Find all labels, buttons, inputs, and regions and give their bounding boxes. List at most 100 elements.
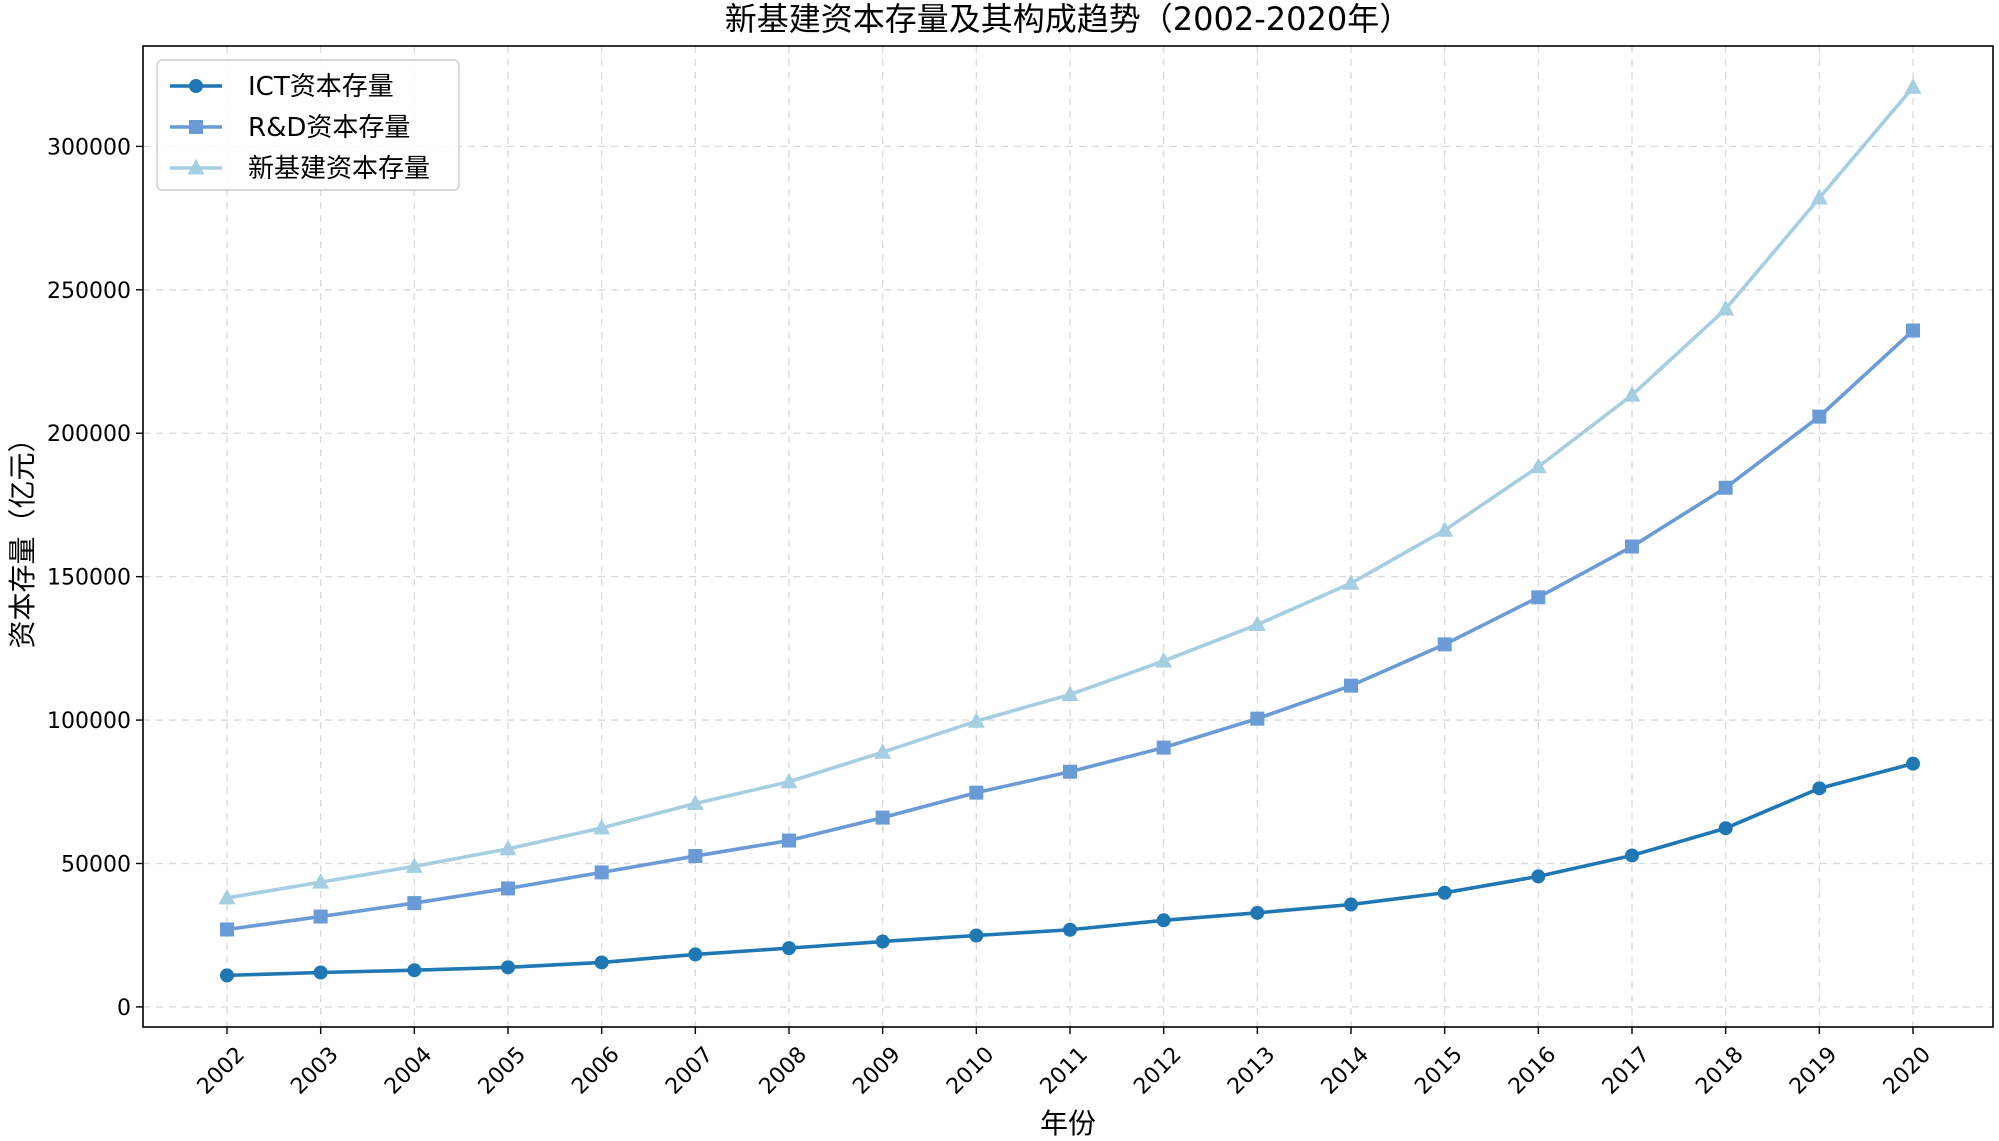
plot-frame bbox=[142, 45, 1994, 1028]
data-point bbox=[969, 785, 984, 800]
data-point bbox=[594, 865, 609, 880]
data-point bbox=[405, 857, 423, 873]
data-point bbox=[407, 963, 422, 978]
data-point bbox=[1531, 590, 1546, 605]
series-layer bbox=[218, 78, 1922, 983]
legend-marker bbox=[189, 79, 203, 93]
grid bbox=[143, 46, 1993, 1027]
data-point bbox=[501, 960, 515, 975]
x-tick-label: 2015 bbox=[1410, 1042, 1467, 1099]
data-point bbox=[499, 839, 517, 856]
x-tick-label: 2008 bbox=[755, 1042, 812, 1099]
legend-frame bbox=[156, 59, 460, 191]
data-point bbox=[686, 794, 704, 811]
series-group bbox=[220, 756, 1920, 983]
x-tick-label: 2014 bbox=[1317, 1042, 1374, 1099]
axes: 0 50000 100000 150000 200000 250000 300000 2002… bbox=[47, 135, 1936, 1099]
x-tick-label: 2009 bbox=[848, 1042, 905, 1099]
x-tick-label: 2017 bbox=[1598, 1042, 1655, 1099]
data-point bbox=[1156, 913, 1171, 928]
legend-marker bbox=[189, 120, 203, 134]
x-tick-label: 2016 bbox=[1504, 1042, 1561, 1099]
data-point bbox=[780, 772, 798, 789]
data-point bbox=[967, 712, 985, 728]
legend-marker bbox=[187, 159, 205, 175]
data-point bbox=[688, 947, 703, 962]
data-point bbox=[1061, 685, 1079, 702]
x-tick-label: 2011 bbox=[1036, 1042, 1093, 1099]
x-tick-label: 2006 bbox=[567, 1042, 624, 1099]
data-point bbox=[1906, 323, 1920, 338]
x-tick-label: 2010 bbox=[942, 1042, 999, 1099]
data-point bbox=[1250, 905, 1265, 920]
data-point bbox=[407, 896, 422, 911]
data-point bbox=[1810, 189, 1828, 205]
y-axis-title: 资本存量（亿元） bbox=[6, 424, 39, 648]
data-point bbox=[1529, 457, 1547, 474]
y-tick-label: 0 bbox=[117, 996, 131, 1021]
y-tick-label: 50000 bbox=[61, 853, 131, 878]
x-axis-title: 年份 bbox=[1040, 1107, 1096, 1140]
data-point bbox=[1718, 480, 1733, 495]
series-group bbox=[218, 78, 1922, 905]
data-point bbox=[1344, 678, 1358, 693]
y-tick-label: 150000 bbox=[47, 566, 131, 591]
data-point bbox=[1812, 409, 1827, 424]
data-point bbox=[1717, 300, 1735, 316]
x-tick-label: 2018 bbox=[1691, 1042, 1748, 1099]
data-point bbox=[220, 922, 234, 937]
data-point bbox=[1344, 897, 1358, 912]
data-point bbox=[313, 965, 328, 980]
data-point bbox=[688, 849, 703, 864]
data-point bbox=[1063, 764, 1077, 779]
data-point bbox=[874, 743, 892, 759]
x-tick-label: 2019 bbox=[1785, 1042, 1842, 1099]
data-point bbox=[875, 934, 890, 949]
data-point bbox=[1906, 756, 1920, 771]
data-point bbox=[1531, 869, 1546, 884]
x-tick-label: 2003 bbox=[286, 1042, 343, 1099]
data-point bbox=[1812, 781, 1827, 796]
data-point bbox=[501, 881, 515, 896]
data-point bbox=[969, 928, 984, 943]
y-tick-label: 100000 bbox=[47, 709, 131, 734]
data-point bbox=[1437, 885, 1452, 900]
x-tick-label: 2004 bbox=[380, 1042, 437, 1099]
data-point bbox=[1718, 821, 1733, 836]
data-point bbox=[594, 955, 609, 970]
x-tick-label: 2013 bbox=[1223, 1042, 1280, 1099]
legend-label: 新基建资本存量 bbox=[248, 154, 430, 184]
data-point bbox=[875, 810, 890, 825]
y-tick-label: 300000 bbox=[47, 135, 131, 160]
data-point bbox=[1248, 615, 1266, 632]
y-tick-label: 200000 bbox=[47, 422, 131, 447]
data-point bbox=[782, 833, 796, 848]
chart-title: 新基建资本存量及其构成趋势（2002-2020年） bbox=[725, 0, 1411, 38]
data-point bbox=[593, 818, 611, 835]
data-point bbox=[1156, 740, 1171, 755]
data-point bbox=[1623, 386, 1641, 402]
x-tick-label: 2005 bbox=[474, 1042, 531, 1099]
data-point bbox=[1155, 651, 1173, 668]
x-tick-label: 2012 bbox=[1129, 1042, 1186, 1099]
y-tick-label: 250000 bbox=[47, 279, 131, 304]
data-point bbox=[220, 968, 234, 983]
x-tick-label: 2020 bbox=[1879, 1042, 1936, 1099]
data-point bbox=[1063, 922, 1077, 937]
legend-label: R&D资本存量 bbox=[248, 113, 410, 143]
data-point bbox=[782, 941, 796, 956]
series-group bbox=[220, 323, 1920, 937]
data-point bbox=[312, 873, 330, 889]
data-point bbox=[1904, 78, 1922, 94]
data-point bbox=[1625, 848, 1639, 863]
data-point bbox=[1436, 521, 1454, 537]
legend-label: ICT资本存量 bbox=[248, 72, 394, 102]
x-tick-label: 2002 bbox=[193, 1042, 250, 1099]
x-tick-label: 2007 bbox=[661, 1042, 718, 1099]
data-point bbox=[1625, 539, 1639, 554]
data-point bbox=[218, 888, 236, 905]
data-point bbox=[1342, 574, 1360, 590]
data-point bbox=[1437, 637, 1452, 652]
